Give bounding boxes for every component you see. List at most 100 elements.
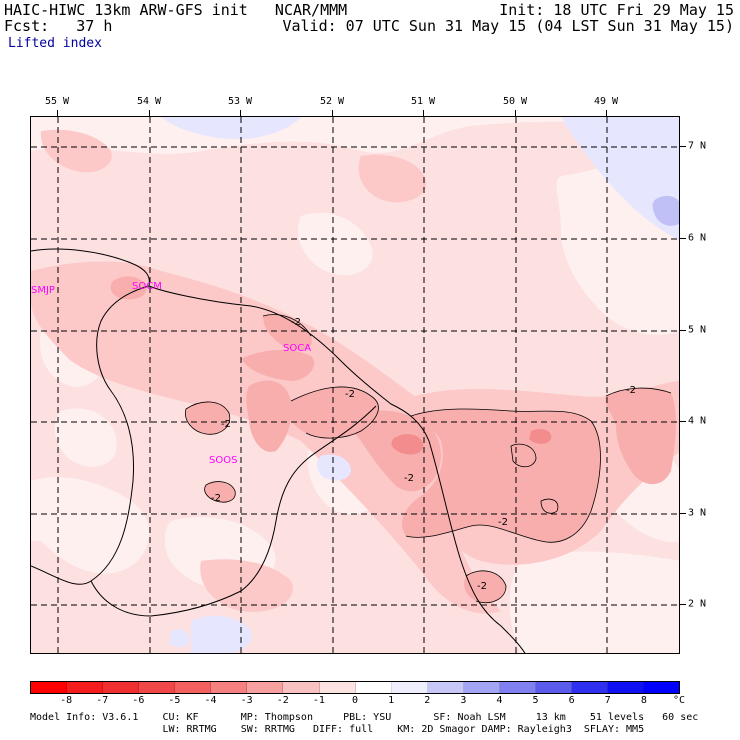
lon-label: 50 W [502,96,528,107]
forecast-hour: Fcst: 37 h [4,17,113,35]
field-strong-region [185,401,230,435]
field-medium-region [40,129,112,173]
contour-line [540,498,559,514]
field-light-region [54,408,117,467]
field-light-region [297,212,373,276]
field-blue-region [561,117,679,240]
colorbar-tick-label: 2 [424,695,431,706]
field-blue-region [169,629,190,648]
field-strong-region [401,408,601,543]
contour-line [405,408,601,543]
field-strong-region [241,349,315,381]
field-medium-region [358,154,427,203]
lon-tick [515,110,516,116]
lon-tick [149,110,150,116]
colorbar-tick-label: 7 [604,695,611,706]
colorbar-swatch [608,682,645,693]
colorbar-tick-label: -5 [168,695,181,706]
lat-tick [680,146,686,147]
contour-label: -2 [626,385,636,396]
contour-line [185,401,231,435]
colorbar-tick-label: 3 [460,695,467,706]
model-info-line1: Model Info: V3.6.1 CU: KF MP: Thompson P… [30,712,699,723]
field-blue-region [161,117,301,140]
border-line [90,405,377,617]
field-core-region [391,434,424,455]
colorbar-tick-label: 6 [568,695,575,706]
contour-line [262,314,312,337]
lon-tick [57,110,58,116]
field-strong-region [349,410,441,492]
contour-line [465,570,507,603]
colorbar-unit: °C [672,695,686,706]
lat-label: 2 N [688,598,707,610]
lon-tick [240,110,241,116]
lon-label: 49 W [593,96,619,107]
colorbar-swatch [175,682,212,693]
contour-line [605,387,672,397]
colorbar-tick-label: -3 [240,695,253,706]
plot-title: HAIC-HIWC 13km ARW-GFS init NCAR/MMM [4,1,348,19]
lat-label: 3 N [688,507,707,519]
lat-tick [680,330,686,331]
lon-label: 52 W [319,96,345,107]
colorbar-tick-label: -1 [312,695,325,706]
colorbar-swatch [355,682,392,693]
contour-label: -2 [404,473,414,484]
station-label: SOOS [209,455,237,466]
lat-tick [680,604,686,605]
colorbar-tick-label: -7 [96,695,109,706]
colorbar-swatch [391,682,428,693]
field-core-region [529,428,552,444]
colorbar-swatch [427,682,464,693]
station-label: SOCA [283,343,311,354]
field-strong-region [246,380,292,452]
colorbar-tick-label: 4 [496,695,503,706]
colorbar-swatch [211,682,248,693]
lat-label: 4 N [688,415,707,427]
field-light-region [509,551,679,653]
colorbar-tick-label: 8 [640,695,647,706]
contour-label: -2 [291,317,301,328]
field-blue-region [191,615,252,653]
lon-label: 51 W [410,96,436,107]
lon-label: 54 W [136,96,162,107]
lat-label: 5 N [688,324,707,336]
colorbar-swatch [67,682,104,693]
lat-label: 7 N [688,140,707,152]
colorbar-tick-label: -8 [60,695,73,706]
colorbar-tick-label: 0 [351,695,359,706]
colorbar-tick-label: 1 [388,695,395,706]
colorbar-swatch [247,682,284,693]
lat-label: 6 N [688,232,707,244]
contour-label: -2 [211,493,221,504]
lat-tick [680,421,686,422]
coastline [31,248,526,653]
map-panel[interactable]: -2 -2 -2 -2 -2 -2 -2 -2 SMJP SOCM SOCA S… [30,116,680,654]
lat-tick [680,238,686,239]
colorbar-tick-label: -6 [132,695,145,706]
lon-label: 53 W [227,96,253,107]
field-strong-region [605,388,676,485]
valid-time: Valid: 07 UTC Sun 31 May 15 (04 LST Sun … [282,17,734,35]
contour-label: -2 [477,581,487,592]
contour-label: -2 [498,517,508,528]
contour-line [510,443,537,468]
colorbar-swatch [535,682,572,693]
station-label: SOCM [132,281,162,292]
field-light-region [31,477,150,574]
field-medium-region [31,261,501,614]
field-strong-region [204,481,236,503]
colorbar-tick-label: 5 [532,695,539,706]
lon-tick [606,110,607,116]
contour-label: -2 [345,389,355,400]
lifted-index-map: -2 -2 -2 -2 -2 -2 -2 -2 SMJP SOCM SOCA S… [31,117,679,653]
contour-label: -2 [221,419,231,430]
colorbar [30,681,680,694]
lon-tick [423,110,424,116]
model-info-line2: LW: RRTMG SW: RRTMG DIFF: full KM: 2D Sm… [30,724,645,735]
graticule [31,117,679,653]
field-strong-region [110,276,147,300]
colorbar-swatch [644,682,680,693]
colorbar-tick-label: -2 [276,695,289,706]
